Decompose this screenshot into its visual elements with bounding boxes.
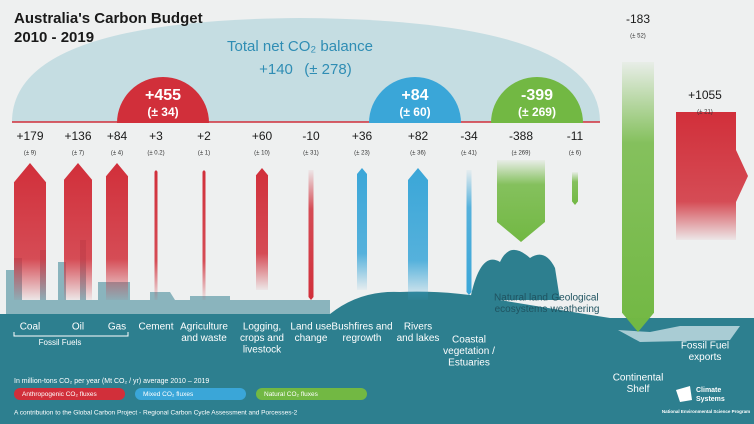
flux-label: Bushfires and (331, 322, 392, 333)
flux-arrow (572, 172, 578, 205)
flux-arrow (106, 163, 128, 300)
balance-value: +140 (259, 61, 293, 78)
balance-uncertainty: (± 278) (304, 61, 351, 78)
flux-uncertainty: (± 6) (569, 151, 581, 157)
flux-label: weathering (550, 304, 600, 315)
flux-value: -10 (302, 129, 320, 143)
flux-label: Estuaries (448, 358, 490, 369)
flux-arrow (154, 170, 158, 300)
flux-label: Agriculture (180, 322, 228, 333)
group-bubble (369, 77, 461, 123)
group-value: +455 (145, 87, 181, 104)
flux-uncertainty: (± 10) (254, 151, 270, 157)
period: 2010 - 2019 (14, 29, 94, 46)
flux-value: +84 (107, 129, 128, 143)
legend-pill (135, 388, 246, 400)
flux-uncertainty: (± 269) (512, 151, 531, 157)
flux-value: -183 (626, 12, 650, 26)
flux-arrow (408, 168, 428, 300)
flux-label: Cement (138, 322, 173, 333)
flux-value: +60 (252, 129, 273, 143)
flux-label: Coal (20, 322, 41, 333)
flux-label: Continental (613, 373, 664, 384)
flux-label: and waste (181, 333, 227, 344)
flux-arrow (622, 62, 654, 332)
flux-arrow (256, 168, 268, 290)
flux-label: Oil (72, 322, 84, 333)
flux-label: Gas (108, 322, 126, 333)
flux-label: regrowth (343, 333, 382, 344)
group-uncertainty: (± 60) (399, 105, 430, 119)
group-value: -399 (521, 87, 553, 104)
balance-label: Total net CO₂ balance (227, 38, 373, 55)
fossil-fuels-label: Fossil Fuels (39, 338, 82, 347)
flux-label: Logging, (243, 322, 281, 333)
title: Australia's Carbon Budget (14, 10, 203, 27)
flux-uncertainty: (± 23) (354, 151, 370, 157)
flux-uncertainty: (± 36) (410, 151, 426, 157)
flux-value: +1055 (688, 88, 722, 102)
flux-value: +179 (16, 129, 43, 143)
flux-arrow (14, 163, 46, 300)
legend-pill (14, 388, 125, 400)
flux-value: +136 (64, 129, 91, 143)
flux-uncertainty: (± 7) (72, 151, 84, 157)
flux-value: -11 (567, 129, 584, 143)
flux-label: Fossil Fuel (681, 341, 729, 352)
flux-uncertainty: (± 41) (461, 151, 477, 157)
flux-label: and lakes (397, 333, 440, 344)
group-uncertainty: (± 269) (518, 105, 556, 119)
flux-arrow (466, 170, 472, 295)
logo-program: National Environmental Science Program (662, 409, 750, 414)
flux-label: exports (689, 352, 722, 363)
legend-pill (256, 388, 367, 400)
flux-label: change (295, 333, 328, 344)
flux-value: -388 (509, 129, 533, 143)
flux-label: Shelf (627, 384, 650, 395)
flux-arrow (64, 163, 92, 300)
flux-uncertainty: (± 31) (303, 151, 319, 157)
logo-icon (676, 386, 692, 402)
legend-note: In million-tons CO₂ per year (Mt CO₂ / y… (14, 378, 209, 385)
group-uncertainty: (± 34) (147, 105, 178, 119)
flux-uncertainty: (± 1) (198, 151, 210, 157)
flux-uncertainty: (± 4) (111, 151, 123, 157)
flux-value: +36 (352, 129, 373, 143)
group-bubble (117, 77, 209, 123)
flux-label: Coastal (452, 335, 486, 346)
flux-label: ecosystems (495, 304, 548, 315)
legend-label: Natural CO₂ fluxes (264, 391, 319, 398)
flux-label: Geological (551, 293, 598, 304)
flux-uncertainty: (± 9) (24, 151, 36, 157)
flux-arrow (357, 168, 367, 290)
flux-label: Rivers (404, 322, 432, 333)
fossil-bracket (13, 332, 129, 337)
flux-value: +2 (197, 129, 211, 143)
flux-arrow (497, 160, 545, 242)
shelf (618, 326, 740, 342)
flux-label: vegetation / (443, 346, 495, 357)
flux-arrow (202, 170, 206, 300)
flux-label: Land use (290, 322, 332, 333)
legend-label: Anthropogenic CO₂ fluxes (22, 391, 98, 398)
trees (470, 249, 560, 300)
flux-arrow (676, 112, 748, 240)
flux-arrow (308, 170, 314, 300)
flux-value: +3 (149, 129, 163, 143)
logo-line: Climate (696, 387, 721, 394)
flux-uncertainty: (± 52) (630, 34, 646, 40)
flux-value: -34 (460, 129, 478, 143)
flux-uncertainty: (± 0.2) (147, 151, 164, 157)
group-bubble (491, 77, 583, 123)
flux-label: Natural land (494, 293, 548, 304)
flux-label: crops and (240, 333, 284, 344)
logo-line: Systems (696, 396, 725, 403)
legend-label: Mixed CO₂ fluxes (143, 391, 194, 398)
footer: A contribution to the Global Carbon Proj… (14, 410, 298, 417)
flux-value: +82 (408, 129, 429, 143)
flux-uncertainty: (± 21) (697, 110, 713, 116)
group-value: +84 (401, 87, 428, 104)
flux-label: livestock (243, 345, 282, 356)
